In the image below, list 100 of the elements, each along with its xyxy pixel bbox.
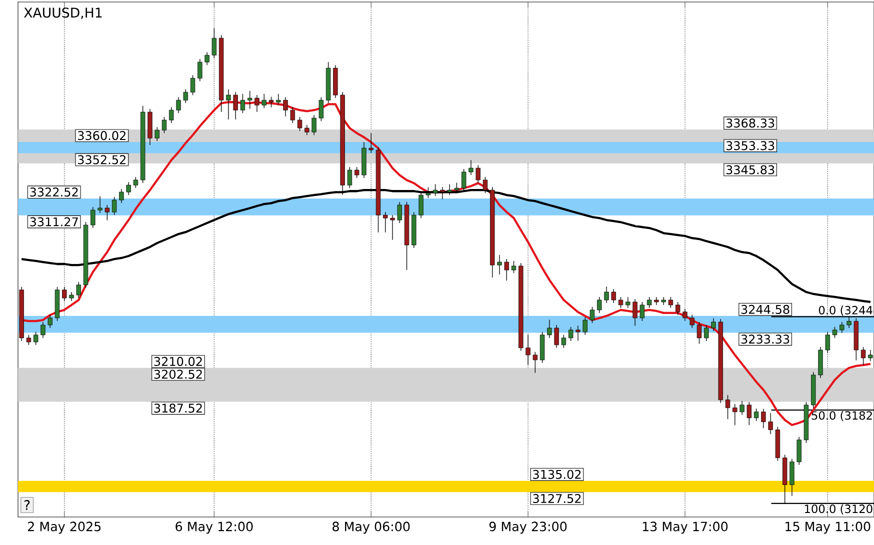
candlestick [198,58,202,82]
candlestick [675,302,680,316]
candlestick [704,324,709,342]
candlestick [48,314,52,328]
candlestick [554,324,559,348]
x-tick-label: 6 May 12:00 [176,522,253,534]
candlestick [169,106,174,124]
candlestick [212,28,217,58]
ref-line-label: 100.0 (3120 [805,504,872,514]
candlestick [290,106,295,124]
candlestick [262,94,266,108]
ref-line-label: 0.0 (3244 [818,306,872,316]
candlestick [233,92,238,120]
candlestick [133,176,138,188]
candlestick [26,334,32,346]
candlestick [696,322,702,344]
candlestick [711,318,716,332]
x-tick-label: 15 May 11:00 [786,522,870,534]
candlestick [248,90,252,110]
candlestick [347,166,352,188]
candlestick [226,88,231,120]
candlestick [283,96,288,117]
annotation: 3360.02 [78,131,126,140]
candlestick [90,206,96,228]
candlestick [183,88,188,104]
candlestick [112,196,117,216]
candlestick [526,334,530,366]
candlestick [254,94,260,112]
candlestick [725,394,730,420]
annotation: 3345.83 [726,165,774,174]
annotation: ? [24,500,30,510]
candlestick [746,402,752,426]
candlestick [597,296,602,314]
candlestick [618,296,624,308]
candlestick [204,52,210,66]
annotation: 3202.52 [154,370,202,379]
candlestick [661,296,666,306]
annotation: 3233.33 [741,334,790,344]
candlestick [740,400,744,416]
candlestick [268,96,274,108]
candlestick [561,334,566,348]
annotation: 3353.33 [726,141,774,150]
candlestick [868,350,873,362]
candlestick [368,132,374,154]
candlestick [690,314,694,328]
candlestick [383,212,388,233]
candlestick [590,306,595,324]
candlestick [511,260,516,274]
candlestick [576,325,580,342]
candlestick [34,332,38,346]
x-tick-label: 13 May 17:00 [642,522,728,534]
x-tick-label: 8 May 06:00 [332,522,410,534]
candlestick [532,352,538,374]
candlestick [476,164,480,184]
candlestick [761,408,766,428]
annotation: 3127.52 [533,494,581,504]
candlestick [397,202,402,224]
chart-title: XAUUSD,H1 [24,8,102,20]
candlestick [104,204,110,221]
candlestick [318,96,324,122]
candlestick [754,408,759,422]
candlestick [312,114,316,136]
candlestick [126,182,131,196]
candlestick [640,302,645,322]
candlestick [76,282,81,298]
candlestick [304,124,310,136]
candlestick [582,316,588,336]
candlestick [497,254,502,275]
candlestick [768,412,773,434]
annotation: 3311.27 [30,217,78,226]
candlestick [646,296,652,308]
annotation: 3368.33 [726,118,774,128]
candlestick [796,436,802,466]
candlestick [604,286,609,304]
candlestick [176,96,181,114]
annotation: 3210.02 [154,356,202,366]
candlestick [354,166,360,178]
candlestick [162,116,167,134]
candlestick [468,160,474,176]
annotation: 3187.52 [154,404,202,413]
candlestick [240,94,246,114]
annotation: 3352.52 [78,155,126,164]
annotation: 3244.58 [741,304,790,314]
candlestick [276,94,281,106]
candlestick [547,319,552,338]
candlestick [154,126,160,142]
candlestick [790,458,794,496]
candlestick [297,116,302,132]
candlestick [40,322,46,338]
x-tick-label: 9 May 23:00 [489,522,567,534]
annotation: 3322.52 [30,188,78,197]
candlestick [632,298,638,326]
candlestick [668,296,674,308]
candlestick [840,322,844,334]
candlestick [418,192,424,218]
candlestick [390,214,395,240]
candlestick [654,296,659,306]
annotation: 3135.02 [533,470,581,479]
candlestick [732,404,738,426]
candlestick [611,288,616,304]
